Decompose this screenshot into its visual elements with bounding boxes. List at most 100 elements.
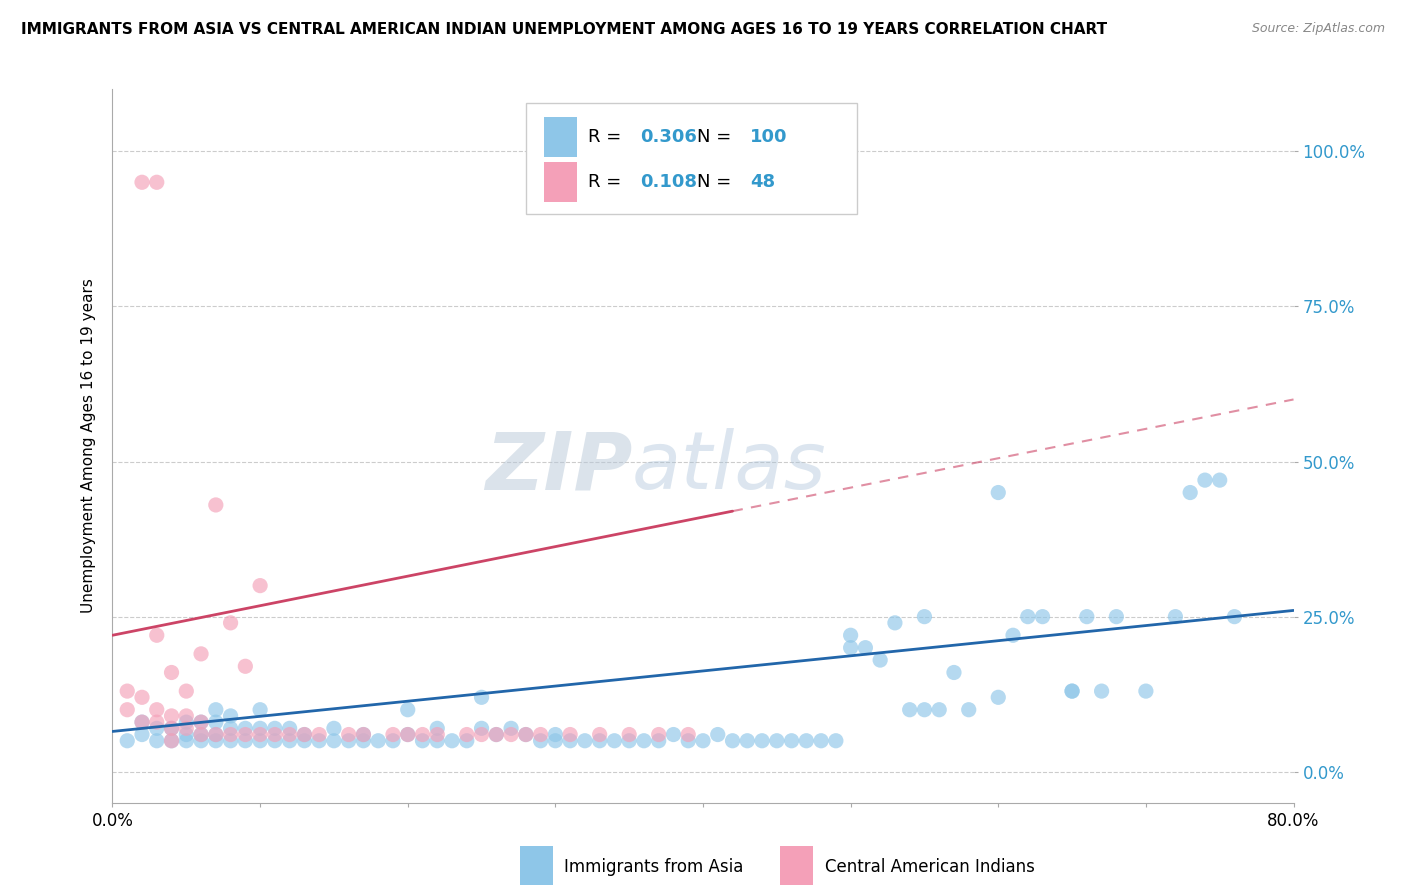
Point [117,684,138,698]
Point [529,733,551,747]
Point [1164,609,1187,624]
Point [337,727,360,741]
Point [249,733,271,747]
Point [146,175,169,189]
Point [619,733,641,747]
Point [264,722,287,736]
Point [233,659,256,673]
Point [1135,684,1157,698]
Point [219,733,242,747]
Point [233,727,256,741]
Text: 0.108: 0.108 [640,173,697,191]
Point [1091,684,1114,698]
Point [1178,485,1201,500]
Point [160,709,183,723]
Point [574,733,596,747]
Point [219,727,242,741]
Point [174,722,197,736]
Point [352,727,374,741]
Point [1105,609,1128,624]
Point [796,733,818,747]
Point [160,722,183,736]
Text: 100: 100 [751,128,787,146]
Point [323,722,346,736]
Point [780,733,803,747]
Point [131,175,153,189]
Bar [520,846,553,885]
Point [558,727,582,741]
Point [174,733,197,747]
Point [1208,473,1232,487]
Point [219,722,242,736]
Point [190,733,212,747]
Point [337,733,360,747]
Point [396,727,419,741]
Point [233,733,256,747]
Point [706,727,728,741]
Point [1032,609,1054,624]
Text: Central American Indians: Central American Indians [825,858,1035,876]
Point [131,715,153,730]
Point [382,727,405,741]
Point [160,733,183,747]
Text: N =: N = [697,173,737,191]
Point [426,727,449,741]
Point [352,733,374,747]
Text: 0.306: 0.306 [640,128,697,146]
Point [470,690,494,705]
Point [219,615,242,630]
Point [678,727,700,741]
Point [190,715,212,730]
Point [515,727,537,741]
Point [205,733,228,747]
Point [146,715,169,730]
Point [249,703,271,717]
Point [678,733,700,747]
Point [411,733,433,747]
Point [766,733,789,747]
Point [323,733,346,747]
Point [1001,628,1024,642]
Point [249,727,271,741]
Point [190,727,212,741]
Point [174,715,197,730]
Point [529,727,551,741]
Point [160,722,183,736]
Text: Source: ZipAtlas.com: Source: ZipAtlas.com [1251,22,1385,36]
Point [131,715,153,730]
Point [1076,609,1098,624]
Point [810,733,832,747]
Text: IMMIGRANTS FROM ASIA VS CENTRAL AMERICAN INDIAN UNEMPLOYMENT AMONG AGES 16 TO 19: IMMIGRANTS FROM ASIA VS CENTRAL AMERICAN… [21,22,1107,37]
Point [205,727,228,741]
Point [987,485,1010,500]
Point [278,722,301,736]
Point [1017,609,1039,624]
Point [603,733,626,747]
Text: Immigrants from Asia: Immigrants from Asia [564,858,742,876]
Point [146,703,169,717]
Text: R =: R = [589,173,627,191]
Point [928,703,950,717]
Point [515,727,537,741]
Point [957,703,980,717]
Point [1223,609,1246,624]
Bar [544,118,576,157]
Point [721,733,744,747]
Point [441,733,464,747]
Point [264,733,287,747]
Point [1062,684,1084,698]
Point [174,709,197,723]
Point [987,690,1010,705]
Point [160,733,183,747]
Point [219,709,242,723]
Point [205,703,228,717]
Point [544,733,567,747]
Point [264,727,287,741]
Point [117,733,138,747]
Point [855,640,877,655]
Point [174,727,197,741]
Point [558,733,582,747]
Point [737,733,759,747]
Point [352,727,374,741]
Point [942,665,965,680]
